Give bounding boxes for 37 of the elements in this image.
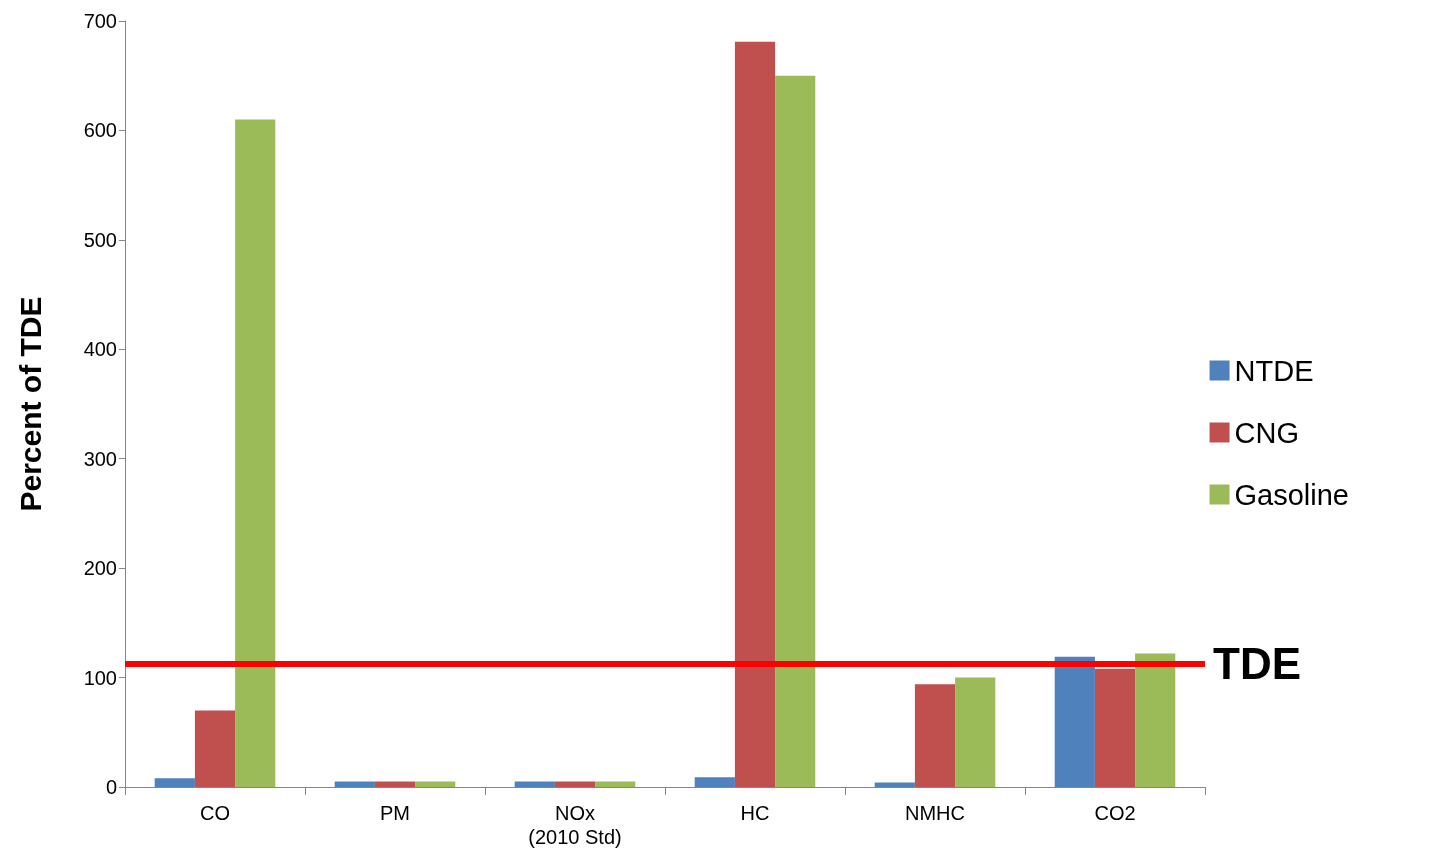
- legend-label: CNG: [1234, 416, 1299, 449]
- bar: [1094, 668, 1136, 787]
- bar: [595, 781, 636, 787]
- bar: [415, 781, 456, 787]
- y-tick-label: 300: [83, 447, 117, 470]
- bar: [334, 781, 375, 787]
- x-tick-label: NMHC: [905, 802, 965, 824]
- bar: [955, 677, 996, 787]
- x-tick-label: NOx (2010 Std): [528, 802, 622, 848]
- y-tick-label: 200: [83, 557, 117, 580]
- bar: [775, 75, 816, 787]
- bar: [734, 41, 776, 787]
- y-tick-label: 0: [105, 776, 117, 798]
- bar: [154, 778, 195, 787]
- x-tick-label: PM: [380, 802, 410, 824]
- y-tick-label: 600: [83, 119, 117, 142]
- y-tick-label: 400: [83, 338, 117, 361]
- legend-label: Gasoline: [1234, 478, 1350, 511]
- x-tick-label: CO2: [1094, 802, 1136, 824]
- bar: [374, 781, 416, 787]
- bar: [194, 710, 236, 787]
- x-tick-label: CO: [200, 802, 230, 824]
- bar: [1135, 653, 1176, 787]
- y-tick-label: 100: [83, 666, 117, 689]
- bar: [1054, 656, 1095, 787]
- ref-line-label: TDE: [1213, 638, 1301, 688]
- bar: [874, 782, 915, 787]
- bar: [554, 781, 596, 787]
- y-tick-label: 700: [83, 10, 117, 32]
- bar: [235, 119, 276, 787]
- legend-label: NTDE: [1234, 354, 1314, 387]
- bar: [514, 781, 555, 787]
- y-axis-title: Percent of TDE: [13, 296, 47, 512]
- bar: [914, 684, 956, 787]
- bar: [694, 777, 735, 787]
- x-tick-label: HC: [740, 802, 770, 824]
- y-tick-label: 500: [83, 228, 117, 251]
